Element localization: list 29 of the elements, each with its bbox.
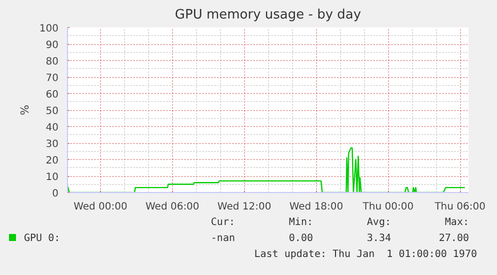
text: 27.00	[438, 232, 470, 246]
x-tick-label: Thu 00:00	[362, 202, 414, 212]
y-tick-label: 40	[46, 122, 59, 134]
text: Last update: Thu Jan 1 01:00:00 1970	[253, 248, 477, 262]
legend-label: GPU 0:	[23, 232, 62, 246]
y-tick-label: 20	[46, 156, 59, 166]
y-tick-label: 70	[46, 73, 59, 84]
text: Min:	[288, 216, 314, 230]
y-tick-label: 0	[52, 188, 59, 200]
y-tick-label: 60	[46, 90, 59, 100]
text: -nan	[210, 232, 236, 246]
y-tick-label: 90	[46, 40, 59, 51]
y-axis-title: %	[18, 104, 32, 116]
x-tick-label: Wed 18:00	[289, 202, 344, 212]
x-tick-label: Wed 12:00	[217, 202, 272, 212]
y-tick-label: 30	[46, 139, 59, 150]
y-tick-label: 50	[46, 106, 59, 117]
chart-title: GPU memory usage - by day	[174, 8, 362, 22]
text: Max:	[444, 216, 470, 230]
y-tick-label: 80	[46, 56, 59, 68]
y-tick-label: 10	[46, 172, 59, 183]
x-tick-label: Wed 06:00	[145, 202, 200, 212]
text: 0.00	[288, 232, 314, 246]
text: Cur:	[210, 216, 236, 230]
x-tick-label: Thu 06:00	[434, 202, 486, 212]
text: Avg:	[366, 216, 392, 230]
x-tick-label: Wed 00:00	[74, 202, 128, 212]
y-tick-label: 100	[39, 24, 59, 34]
text: 3.34	[366, 232, 392, 246]
